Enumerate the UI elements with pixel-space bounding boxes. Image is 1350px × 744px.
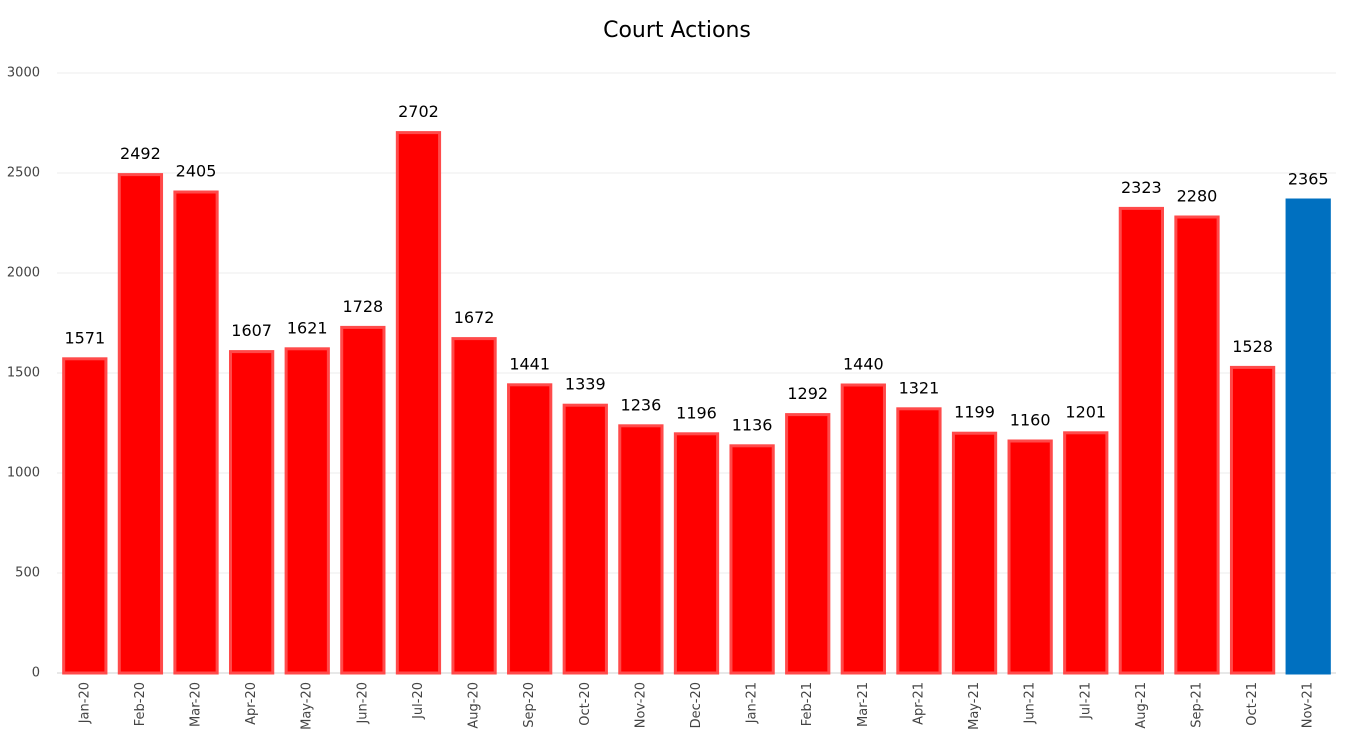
x-tick-label: Mar-21 bbox=[856, 682, 871, 727]
data-label: 2702 bbox=[398, 102, 439, 121]
x-tick-label: Sep-20 bbox=[522, 682, 537, 728]
bar bbox=[896, 407, 942, 675]
data-label: 2365 bbox=[1288, 170, 1329, 189]
data-label: 1292 bbox=[787, 384, 828, 403]
bar bbox=[1174, 215, 1220, 675]
x-tick-label: Jan-20 bbox=[77, 682, 92, 724]
data-label: 2492 bbox=[120, 144, 161, 163]
y-tick-label: 1000 bbox=[7, 466, 40, 481]
bar bbox=[1118, 206, 1165, 675]
x-tick-label: Aug-21 bbox=[1134, 682, 1149, 729]
data-label: 1321 bbox=[899, 378, 940, 397]
bar bbox=[1285, 198, 1331, 675]
bar bbox=[562, 403, 608, 675]
x-tick-label: Apr-20 bbox=[244, 682, 259, 725]
bar bbox=[729, 444, 775, 675]
data-label: 1441 bbox=[509, 354, 550, 373]
x-tick-label: Jan-21 bbox=[745, 682, 760, 724]
bar bbox=[284, 347, 330, 675]
x-tick-label: Sep-21 bbox=[1189, 682, 1204, 728]
data-label: 1440 bbox=[843, 355, 884, 374]
bar bbox=[1063, 431, 1109, 675]
bar bbox=[340, 325, 386, 675]
x-tick-label: Dec-20 bbox=[689, 682, 704, 728]
y-tick-label: 0 bbox=[32, 666, 40, 681]
data-label: 1607 bbox=[231, 321, 272, 340]
data-label: 2280 bbox=[1177, 187, 1218, 206]
y-tick-label: 1500 bbox=[7, 366, 40, 381]
data-label: 1571 bbox=[64, 328, 105, 347]
bar bbox=[618, 424, 664, 675]
bar bbox=[451, 337, 497, 675]
data-label: 1199 bbox=[954, 403, 995, 422]
data-label: 1160 bbox=[1010, 411, 1051, 430]
x-tick-label: May-20 bbox=[300, 682, 315, 730]
bar bbox=[1229, 365, 1276, 675]
bar bbox=[1007, 439, 1053, 675]
x-tick-label: Jul-21 bbox=[1078, 682, 1093, 720]
data-label: 1196 bbox=[676, 403, 717, 422]
data-label: 1201 bbox=[1065, 402, 1106, 421]
bar bbox=[117, 173, 164, 675]
data-label: 1339 bbox=[565, 375, 606, 394]
x-tick-label: Jun-21 bbox=[1023, 682, 1038, 725]
x-tick-label: Nov-20 bbox=[633, 682, 648, 728]
bar bbox=[62, 357, 108, 675]
data-label: 1528 bbox=[1232, 337, 1273, 356]
data-label: 1236 bbox=[621, 395, 662, 414]
bar bbox=[785, 413, 831, 675]
bar bbox=[395, 131, 442, 675]
bar bbox=[951, 431, 998, 675]
bar bbox=[840, 383, 886, 675]
x-tick-label: Jun-20 bbox=[355, 682, 370, 725]
x-tick-label: May-21 bbox=[967, 682, 982, 730]
x-tick-label: Oct-20 bbox=[578, 682, 593, 726]
x-tick-label: Feb-20 bbox=[133, 682, 148, 726]
x-tick-label: Feb-21 bbox=[800, 682, 815, 726]
y-tick-label: 2000 bbox=[7, 266, 40, 281]
chart-title: Court Actions bbox=[603, 18, 751, 43]
x-tick-label: Apr-21 bbox=[911, 682, 926, 725]
data-label: 2323 bbox=[1121, 178, 1162, 197]
x-tick-label: Mar-20 bbox=[189, 682, 204, 727]
bar bbox=[673, 432, 720, 675]
bar bbox=[173, 190, 219, 675]
data-label: 2405 bbox=[176, 162, 217, 181]
x-tick-label: Jul-20 bbox=[411, 682, 426, 720]
bar bbox=[507, 383, 553, 675]
y-tick-label: 2500 bbox=[7, 166, 40, 181]
data-label: 1136 bbox=[732, 415, 773, 434]
x-tick-label: Oct-21 bbox=[1245, 682, 1260, 726]
data-label: 1672 bbox=[454, 308, 495, 327]
bar bbox=[228, 350, 275, 675]
x-tick-label: Aug-20 bbox=[467, 682, 482, 729]
data-label: 1728 bbox=[342, 297, 383, 316]
x-tick-label: Nov-21 bbox=[1301, 682, 1316, 728]
y-tick-label: 500 bbox=[15, 566, 40, 581]
data-label: 1621 bbox=[287, 318, 328, 337]
y-tick-label: 3000 bbox=[7, 66, 40, 81]
